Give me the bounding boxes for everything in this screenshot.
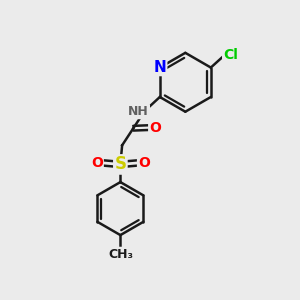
Text: O: O [91, 156, 103, 170]
Text: Cl: Cl [223, 48, 238, 62]
Text: S: S [114, 155, 126, 173]
Text: O: O [149, 121, 161, 135]
Text: O: O [138, 156, 150, 170]
Text: NH: NH [128, 105, 149, 118]
Text: N: N [154, 60, 166, 75]
Text: CH₃: CH₃ [108, 248, 133, 261]
